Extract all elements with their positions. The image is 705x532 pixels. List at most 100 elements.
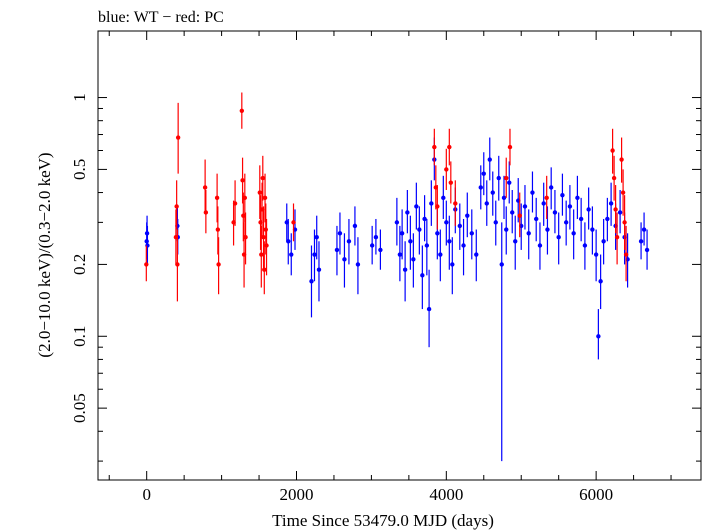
data-point [408,239,413,244]
data-point [342,257,347,262]
data-point [537,243,543,248]
data-point [260,175,265,181]
data-point [216,262,221,267]
data-point [334,247,340,253]
data-point [507,144,513,150]
data-point [490,190,495,195]
data-point [457,223,462,229]
data-point [312,252,317,257]
data-point [596,334,601,339]
data-point [608,201,614,206]
data-point [593,252,599,257]
data-point [286,239,291,244]
y-tick-label: 0.1 [70,326,89,347]
data-point [619,157,624,162]
data-point [411,257,416,262]
data-point [264,243,269,248]
data-point [263,227,268,232]
data-point [504,175,509,181]
data-point [369,243,375,248]
data-point [504,227,509,232]
data-point [259,252,264,257]
data-point [429,201,434,206]
data-point [435,204,440,209]
chart-title: blue: WT − red: PC [98,9,224,26]
data-point [530,190,535,195]
data-point [309,279,314,284]
data-point [405,210,410,215]
x-tick-label: 4000 [429,485,463,504]
data-point [461,243,466,248]
data-point [611,175,617,181]
data-point [291,220,296,225]
y-tick-label: 1 [70,93,89,102]
data-point [448,180,454,185]
data-point [174,204,179,209]
data-point [465,213,470,218]
y-axis-label: (2.0−10.0 keV)/(0.3−2.0 keV) [35,152,54,357]
data-point [441,195,446,201]
data-point [484,201,489,206]
data-point [641,227,647,232]
data-point [175,262,180,267]
series-pc [144,92,629,302]
data-point [605,216,610,222]
x-tick-label: 0 [142,485,151,504]
data-point [424,243,430,248]
data-point [560,192,565,198]
data-point [613,207,618,212]
data-point [352,223,358,229]
data-point [422,216,427,222]
data-point [496,175,501,181]
data-point [314,235,319,240]
data-point [545,227,550,232]
data-point [243,235,248,240]
data-point [355,262,361,267]
data-point [534,216,539,222]
data-point [582,243,588,248]
data-point [214,195,220,201]
series-layer [144,92,650,462]
data-point [481,171,486,176]
data-point [426,306,432,312]
data-point [261,235,266,240]
data-point [414,204,419,209]
data-point [575,195,580,201]
data-point [610,148,615,153]
data-point [239,108,245,113]
data-point [316,267,322,272]
axis-ticks: 0 2000 4000 6000 0.05 0.1 0.2 0.5 1 [70,31,701,504]
data-point [622,220,627,225]
data-point [337,231,343,236]
data-point [373,235,379,240]
data-point [487,157,492,162]
data-point [598,279,603,284]
data-point [474,252,479,257]
data-point [544,195,549,201]
data-point [257,190,262,195]
data-point [346,239,352,244]
data-point [548,185,554,190]
data-point [526,231,531,236]
data-point [522,204,528,209]
data-point [556,235,561,240]
data-point [289,252,294,257]
data-point [202,185,208,190]
data-point [215,227,221,232]
data-point [590,227,595,232]
y-tick-label: 0.5 [70,159,89,180]
data-point [378,247,383,253]
data-point [469,231,474,236]
y-tick-label: 0.05 [70,393,89,423]
data-point [563,220,569,225]
x-axis-label: Time Since 53479.0 MJD (days) [272,511,494,530]
data-point [517,213,522,218]
data-point [242,195,248,201]
data-point [447,239,452,244]
data-point [262,195,268,201]
data-point [567,204,573,209]
data-point [444,220,449,225]
data-point [601,239,606,244]
data-point [144,262,149,267]
